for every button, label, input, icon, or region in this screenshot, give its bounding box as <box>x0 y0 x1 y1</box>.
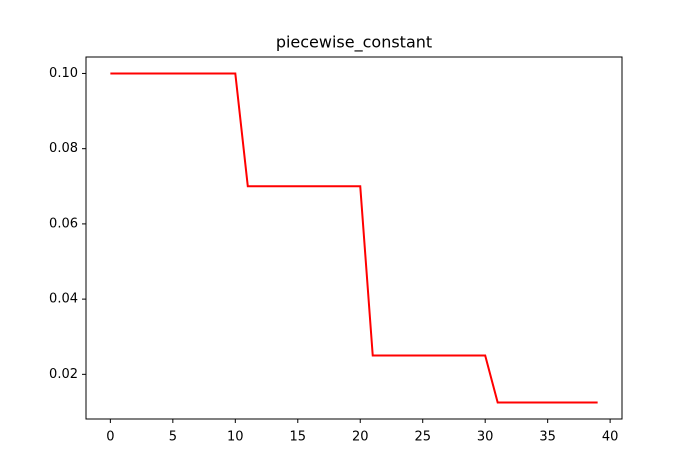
x-tick-label: 10 <box>227 430 244 445</box>
x-tick-label: 15 <box>290 430 307 445</box>
x-tick-label: 30 <box>477 430 494 445</box>
x-tick-label: 35 <box>539 430 556 445</box>
line <box>110 72 598 404</box>
x-tick-label: 20 <box>352 430 369 445</box>
y-tick-label: 0.08 <box>49 141 78 156</box>
x-tick-label: 0 <box>106 430 114 445</box>
y-tick-label: 0.10 <box>49 66 78 81</box>
y-tick-label: 0.04 <box>49 292 78 307</box>
axes-frame <box>85 56 623 420</box>
x-tick-label: 40 <box>602 430 619 445</box>
y-tick-label: 0.02 <box>49 367 78 382</box>
chart-title: piecewise_constant <box>276 33 432 53</box>
x-tick-label: 25 <box>414 430 431 445</box>
y-tick-label: 0.06 <box>49 216 78 231</box>
x-tick-label: 5 <box>169 430 177 445</box>
